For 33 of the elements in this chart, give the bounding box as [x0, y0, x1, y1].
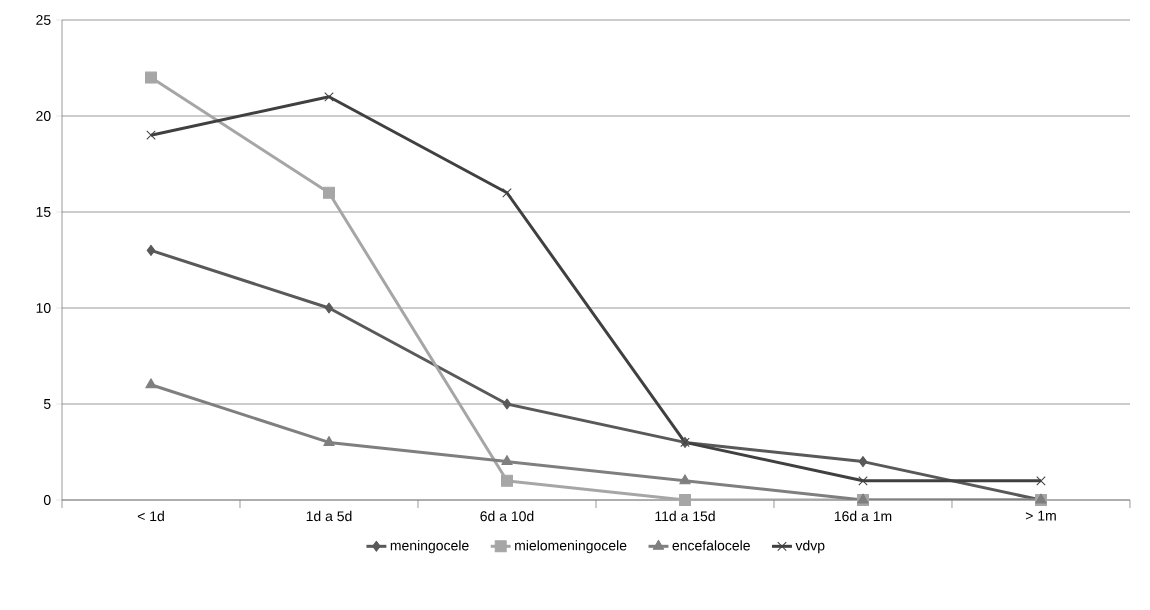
point — [858, 476, 868, 486]
point — [323, 186, 335, 199]
x-tick-label: 16d a 1m — [834, 510, 892, 522]
point — [679, 474, 691, 485]
legend-label: meningocele — [390, 540, 469, 554]
x-tick-label: 6d a 10d — [480, 510, 534, 522]
point — [858, 456, 868, 468]
y-tick-label: 5 — [43, 399, 51, 409]
x-tick-label: 1d a 5d — [306, 510, 352, 522]
point — [500, 474, 513, 487]
point — [502, 188, 512, 198]
y-tick-label: 15 — [36, 207, 51, 217]
point — [324, 302, 334, 314]
x-tick-label: 11d a 15d — [655, 510, 715, 522]
legend-label: vdvp — [795, 540, 825, 554]
legend-label: encefalocele — [672, 540, 750, 551]
y-tick-label: 20 — [36, 111, 51, 121]
point — [324, 92, 334, 102]
y-tick-label: 25 — [36, 15, 51, 25]
point — [678, 494, 691, 506]
point — [323, 435, 335, 446]
point — [145, 71, 157, 84]
point — [501, 455, 513, 466]
point — [146, 244, 156, 256]
y-tick-label: 10 — [36, 303, 51, 313]
point — [1036, 476, 1046, 486]
point — [146, 130, 156, 140]
x-tick-label: > 1m — [1025, 510, 1056, 521]
point — [502, 398, 512, 410]
x-tick-label: < 1d — [137, 510, 164, 522]
legend-label: mielomeningocele — [515, 540, 627, 554]
point — [145, 378, 157, 389]
y-tick-label: 0 — [43, 495, 51, 505]
